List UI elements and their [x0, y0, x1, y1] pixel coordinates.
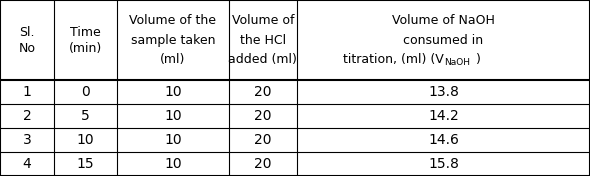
Text: Volume of NaOH: Volume of NaOH — [392, 14, 495, 27]
Text: NaOH: NaOH — [444, 58, 470, 67]
Text: Sl.: Sl. — [19, 26, 35, 39]
Text: 2: 2 — [23, 109, 31, 123]
Text: Volume of the: Volume of the — [129, 14, 217, 27]
Text: 5: 5 — [81, 109, 90, 123]
Text: added (ml): added (ml) — [228, 53, 297, 66]
Text: 3: 3 — [23, 133, 31, 147]
Text: titration, (ml) (V: titration, (ml) (V — [343, 53, 444, 66]
Text: (min): (min) — [69, 42, 102, 55]
Text: the HCl: the HCl — [240, 34, 286, 46]
Text: 20: 20 — [254, 157, 271, 171]
Text: 15: 15 — [77, 157, 94, 171]
Text: No: No — [19, 42, 35, 55]
Text: sample taken: sample taken — [130, 34, 215, 46]
Text: 10: 10 — [164, 109, 182, 123]
Text: 10: 10 — [77, 133, 94, 147]
Text: 10: 10 — [164, 157, 182, 171]
Text: 14.6: 14.6 — [428, 133, 459, 147]
Text: Time: Time — [70, 26, 101, 39]
Text: (ml): (ml) — [160, 53, 186, 66]
Text: consumed in: consumed in — [404, 34, 483, 46]
Text: 4: 4 — [23, 157, 31, 171]
Text: 0: 0 — [81, 85, 90, 99]
Text: 14.2: 14.2 — [428, 109, 459, 123]
Text: Volume of: Volume of — [232, 14, 294, 27]
Text: 13.8: 13.8 — [428, 85, 459, 99]
Text: 10: 10 — [164, 85, 182, 99]
Text: ): ) — [476, 53, 481, 66]
Text: 20: 20 — [254, 133, 271, 147]
Text: 1: 1 — [22, 85, 32, 99]
Text: 10: 10 — [164, 133, 182, 147]
Text: 20: 20 — [254, 85, 271, 99]
Text: 15.8: 15.8 — [428, 157, 459, 171]
Text: 20: 20 — [254, 109, 271, 123]
